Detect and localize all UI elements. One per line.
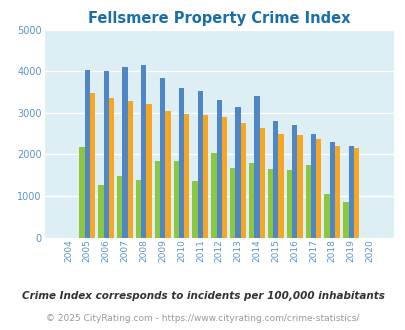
Bar bbox=[259, 128, 264, 238]
Bar bbox=[278, 134, 283, 238]
Bar bbox=[117, 176, 122, 238]
Bar bbox=[254, 96, 259, 238]
Bar bbox=[334, 146, 339, 238]
Bar bbox=[315, 139, 321, 238]
Bar bbox=[342, 202, 347, 238]
Bar bbox=[184, 114, 189, 238]
Bar bbox=[310, 134, 315, 238]
Bar bbox=[221, 117, 226, 238]
Bar bbox=[165, 111, 170, 238]
Bar bbox=[267, 169, 273, 238]
Bar bbox=[305, 165, 310, 238]
Bar bbox=[103, 71, 109, 238]
Bar bbox=[127, 101, 132, 238]
Bar bbox=[240, 123, 245, 238]
Bar bbox=[296, 135, 302, 238]
Bar bbox=[230, 168, 235, 238]
Bar bbox=[192, 182, 197, 238]
Bar bbox=[154, 161, 160, 238]
Bar bbox=[235, 107, 240, 238]
Bar bbox=[122, 67, 127, 238]
Bar bbox=[160, 78, 165, 238]
Bar bbox=[291, 125, 296, 238]
Bar bbox=[173, 161, 179, 238]
Bar bbox=[85, 70, 90, 238]
Title: Fellsmere Property Crime Index: Fellsmere Property Crime Index bbox=[88, 11, 350, 26]
Bar bbox=[324, 194, 329, 238]
Bar bbox=[347, 146, 353, 238]
Bar bbox=[248, 163, 254, 238]
Text: © 2025 CityRating.com - https://www.cityrating.com/crime-statistics/: © 2025 CityRating.com - https://www.city… bbox=[46, 314, 359, 323]
Bar bbox=[109, 98, 114, 238]
Bar bbox=[273, 121, 278, 238]
Bar bbox=[211, 153, 216, 238]
Text: Crime Index corresponds to incidents per 100,000 inhabitants: Crime Index corresponds to incidents per… bbox=[21, 291, 384, 301]
Bar bbox=[79, 147, 85, 238]
Bar bbox=[136, 181, 141, 238]
Bar bbox=[146, 104, 151, 238]
Bar bbox=[179, 88, 184, 238]
Bar bbox=[98, 184, 103, 238]
Bar bbox=[90, 93, 95, 238]
Bar bbox=[141, 65, 146, 238]
Bar bbox=[197, 91, 202, 238]
Bar bbox=[353, 148, 358, 238]
Bar bbox=[216, 100, 221, 238]
Bar bbox=[202, 115, 208, 238]
Bar bbox=[329, 142, 334, 238]
Bar bbox=[286, 170, 291, 238]
